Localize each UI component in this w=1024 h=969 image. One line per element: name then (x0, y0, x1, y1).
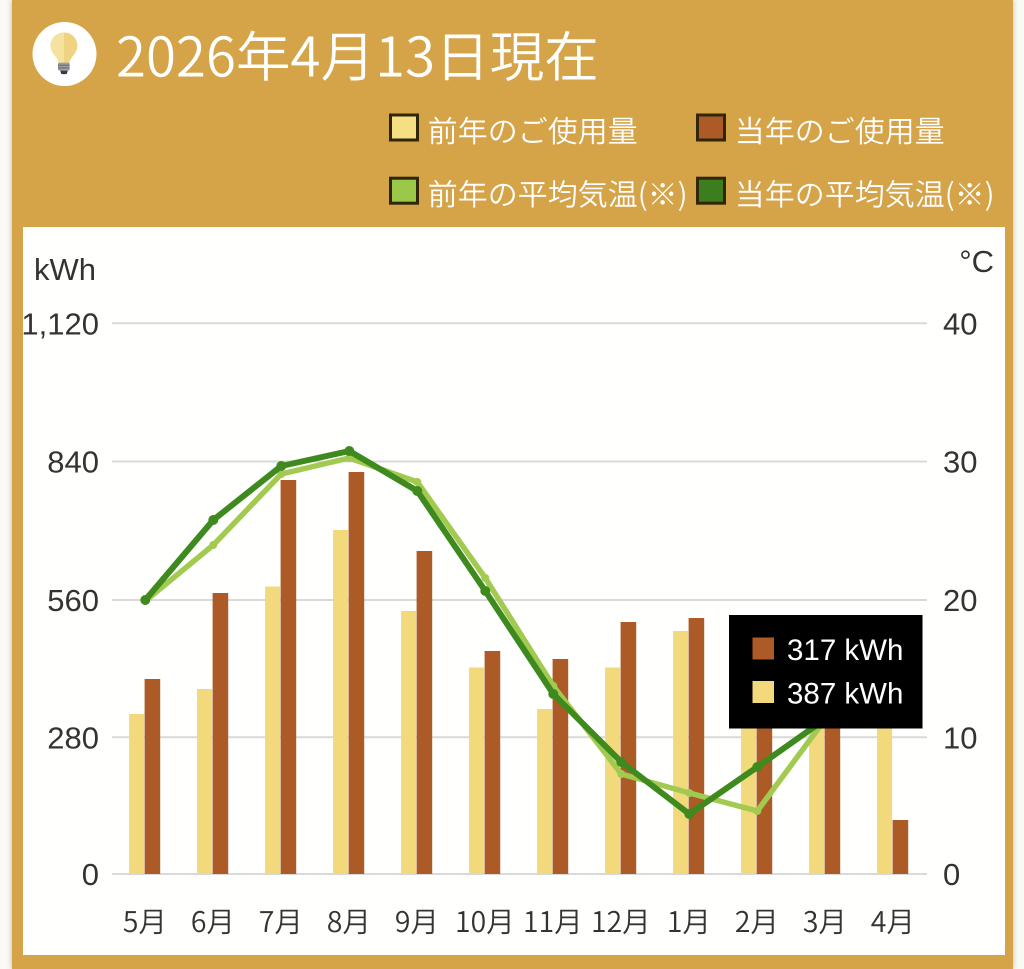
svg-text:280: 280 (47, 720, 99, 755)
svg-text:840: 840 (47, 445, 99, 480)
svg-text:0: 0 (943, 857, 960, 892)
svg-text:30: 30 (943, 445, 977, 480)
svg-text:°C: °C (959, 244, 994, 279)
svg-text:40: 40 (943, 306, 977, 341)
svg-text:kWh: kWh (34, 252, 96, 287)
svg-text:317 kWh: 317 kWh (787, 634, 903, 667)
svg-text:1,120: 1,120 (21, 306, 99, 341)
svg-text:560: 560 (47, 583, 99, 618)
svg-text:387 kWh: 387 kWh (787, 678, 903, 711)
svg-text:0: 0 (82, 857, 99, 892)
svg-text:10: 10 (943, 720, 977, 755)
svg-text:20: 20 (943, 583, 977, 618)
